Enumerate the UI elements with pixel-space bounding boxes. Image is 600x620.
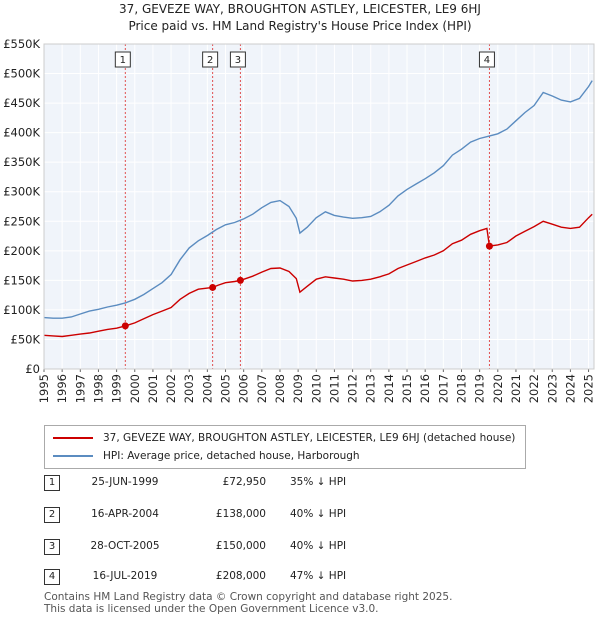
sale-hpi-diff: 35% ↓ HPI [290, 476, 347, 488]
sale-date: 25-JUN-1999 [91, 476, 159, 488]
y-tick-label: £350K [3, 155, 40, 169]
plot-border [43, 43, 595, 370]
y-tick-label: £50K [11, 332, 41, 346]
x-tick-label: 2001 [146, 374, 160, 403]
sale-price: £208,000 [215, 570, 266, 582]
x-tick-label: 2003 [182, 374, 196, 403]
sale-label: 1 [120, 55, 126, 66]
sale-point [209, 283, 217, 291]
x-tick-label: 2017 [436, 374, 450, 403]
x-tick-label: 2011 [327, 374, 341, 403]
sale-hpi-diff: 40% ↓ HPI [290, 508, 347, 520]
x-tick-label: 2022 [527, 374, 541, 403]
sale-point [485, 242, 493, 250]
x-tick-label: 2008 [273, 374, 287, 403]
x-tick-label: 2021 [509, 374, 523, 403]
x-tick-label: 1998 [91, 374, 105, 403]
x-tick-label: 2012 [346, 374, 360, 403]
legend-label-property: 37, GEVEZE WAY, BROUGHTON ASTLEY, LEICES… [103, 432, 516, 444]
sale-date: 28-OCT-2005 [90, 540, 160, 552]
x-tick-label: 2018 [454, 374, 468, 403]
sale-price: £138,000 [215, 508, 266, 520]
x-tick-label: 2019 [473, 374, 487, 403]
sale-label: 3 [235, 55, 241, 66]
sale-label: 4 [484, 55, 490, 66]
legend-label-hpi: HPI: Average price, detached house, Harb… [103, 450, 360, 462]
x-tick-label: 2004 [200, 374, 214, 403]
series-line [43, 80, 593, 319]
x-tick-label: 2015 [400, 374, 414, 403]
chart-title-line1: 37, GEVEZE WAY, BROUGHTON ASTLEY, LEICES… [119, 2, 481, 16]
sale-date: 16-JUL-2019 [92, 570, 158, 582]
y-tick-label: £100K [3, 303, 40, 317]
sale-label: 2 [207, 55, 213, 66]
x-tick-label: 2009 [291, 374, 305, 403]
x-tick-label: 1997 [73, 374, 87, 403]
y-tick-label: £200K [3, 244, 40, 258]
series-line [43, 213, 593, 338]
sale-price: £150,000 [215, 540, 266, 552]
x-tick-label: 2006 [237, 374, 251, 403]
chart-title-line2: Price paid vs. HM Land Registry's House … [128, 19, 472, 33]
legend-item-property: 37, GEVEZE WAY, BROUGHTON ASTLEY, LEICES… [53, 430, 515, 446]
x-tick-label: 2000 [128, 374, 142, 403]
sale-price: £72,950 [222, 476, 266, 488]
x-tick-label: 2002 [164, 374, 178, 403]
footer-licence: This data is licensed under the Open Gov… [44, 603, 379, 615]
plot-area [44, 44, 594, 369]
chart-legend: 37, GEVEZE WAY, BROUGHTON ASTLEY, LEICES… [44, 425, 526, 469]
sale-point [236, 276, 244, 284]
sale-number-badge: 4 [44, 569, 60, 585]
y-tick-label: £300K [3, 185, 40, 199]
sale-hpi-diff: 40% ↓ HPI [290, 540, 347, 552]
x-tick-label: 2010 [309, 374, 323, 403]
sale-number-badge: 2 [44, 507, 60, 523]
x-tick-label: 2016 [418, 374, 432, 403]
legend-item-hpi: HPI: Average price, detached house, Harb… [53, 448, 360, 464]
sale-point [121, 322, 129, 330]
x-tick-label: 2025 [582, 374, 596, 403]
x-tick-label: 2007 [255, 374, 269, 403]
legend-swatch-hpi [53, 455, 93, 457]
footer-copyright: Contains HM Land Registry data © Crown c… [44, 591, 453, 603]
x-tick-label: 1999 [110, 374, 124, 403]
price-chart: £0 £50K £100K £150K £200K £250K £300K £350K £400… [3, 37, 596, 403]
y-tick-label: £150K [3, 273, 40, 287]
x-tick-label: 2013 [364, 374, 378, 403]
y-tick-label: £0 [25, 362, 40, 376]
x-tick-label: 1995 [37, 374, 51, 403]
x-tick-label: 2023 [545, 374, 559, 403]
x-tick-label: 2005 [219, 374, 233, 403]
sale-date: 16-APR-2004 [91, 508, 159, 520]
table-row: 2 16-APR-2004 £138,000 40% ↓ HPI [0, 506, 600, 526]
sale-label-box [202, 51, 219, 68]
y-tick-label: £500K [3, 67, 40, 81]
sale-label-box [229, 51, 246, 68]
y-tick-label: £550K [3, 37, 40, 51]
table-row: 3 28-OCT-2005 £150,000 40% ↓ HPI [0, 538, 600, 558]
x-tick-label: 2014 [382, 374, 396, 403]
sale-number-badge: 3 [44, 539, 60, 555]
sale-label-box [478, 51, 495, 68]
table-row: 4 16-JUL-2019 £208,000 47% ↓ HPI [0, 568, 600, 588]
table-row: 1 25-JUN-1999 £72,950 35% ↓ HPI [0, 474, 600, 494]
y-tick-label: £400K [3, 126, 40, 140]
x-tick-label: 1996 [55, 374, 69, 403]
sale-hpi-diff: 47% ↓ HPI [290, 570, 347, 582]
x-tick-label: 2020 [491, 374, 505, 403]
legend-swatch-property [53, 437, 93, 439]
sale-label-box [114, 51, 131, 68]
sale-number-badge: 1 [44, 475, 60, 491]
y-tick-label: £450K [3, 96, 40, 110]
y-tick-label: £250K [3, 214, 40, 228]
x-tick-label: 2024 [563, 374, 577, 403]
